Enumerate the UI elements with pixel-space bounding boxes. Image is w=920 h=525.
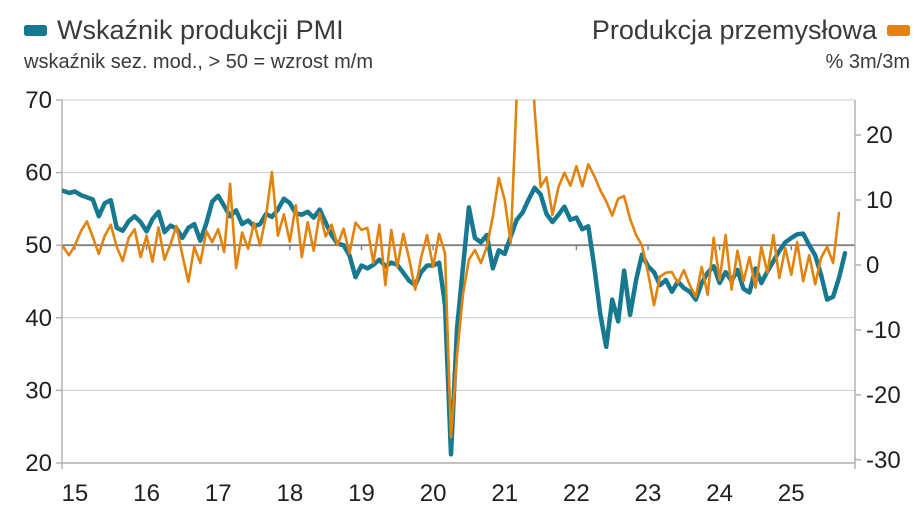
right-axis-label: -10: [866, 317, 901, 344]
ip-title: Produkcja przemysłowa: [591, 15, 877, 45]
header-left: Wskaźnik produkcji PMI wskaźnik sez. mod…: [24, 15, 373, 74]
left-axis-label: 40: [25, 305, 52, 332]
x-axis-label: 15: [62, 480, 89, 507]
x-axis-label: 19: [348, 480, 375, 507]
pmi-line: [62, 185, 848, 457]
left-axis-label: 30: [25, 377, 52, 404]
right-axis-label: -20: [866, 382, 901, 409]
header-right: Produkcja przemysłowa % 3m/3m: [592, 15, 910, 74]
left-axis-label: 60: [25, 160, 52, 187]
x-axis-label: 18: [276, 480, 303, 507]
pmi-legend-swatch: [24, 25, 47, 36]
pmi-subtitle: wskaźnik sez. mod., > 50 = wzrost m/m: [24, 51, 373, 73]
industrial-production-line: [62, 99, 841, 439]
left-axis-label: 70: [25, 87, 52, 114]
x-axis-label: 17: [205, 480, 232, 507]
x-axis-label: 21: [491, 480, 518, 507]
ip-subtitle: % 3m/3m: [825, 51, 910, 73]
series-group: [62, 99, 848, 457]
x-axis-label: 23: [635, 480, 662, 507]
right-axis-label: 20: [866, 122, 893, 149]
x-axis-label: 22: [563, 480, 590, 507]
ip-legend-swatch: [887, 25, 910, 36]
right-axis-label: 10: [866, 187, 893, 214]
right-axis-label: 0: [866, 252, 879, 279]
left-axis-label: 20: [25, 450, 52, 477]
x-axis-label: 16: [133, 480, 160, 507]
x-axis-label: 25: [778, 480, 805, 507]
x-axis-label: 24: [706, 480, 733, 507]
right-axis-label: -30: [866, 447, 901, 474]
x-axis-label: 20: [420, 480, 447, 507]
left-axis-label: 50: [25, 232, 52, 259]
pmi-title: Wskaźnik produkcji PMI: [57, 15, 344, 45]
